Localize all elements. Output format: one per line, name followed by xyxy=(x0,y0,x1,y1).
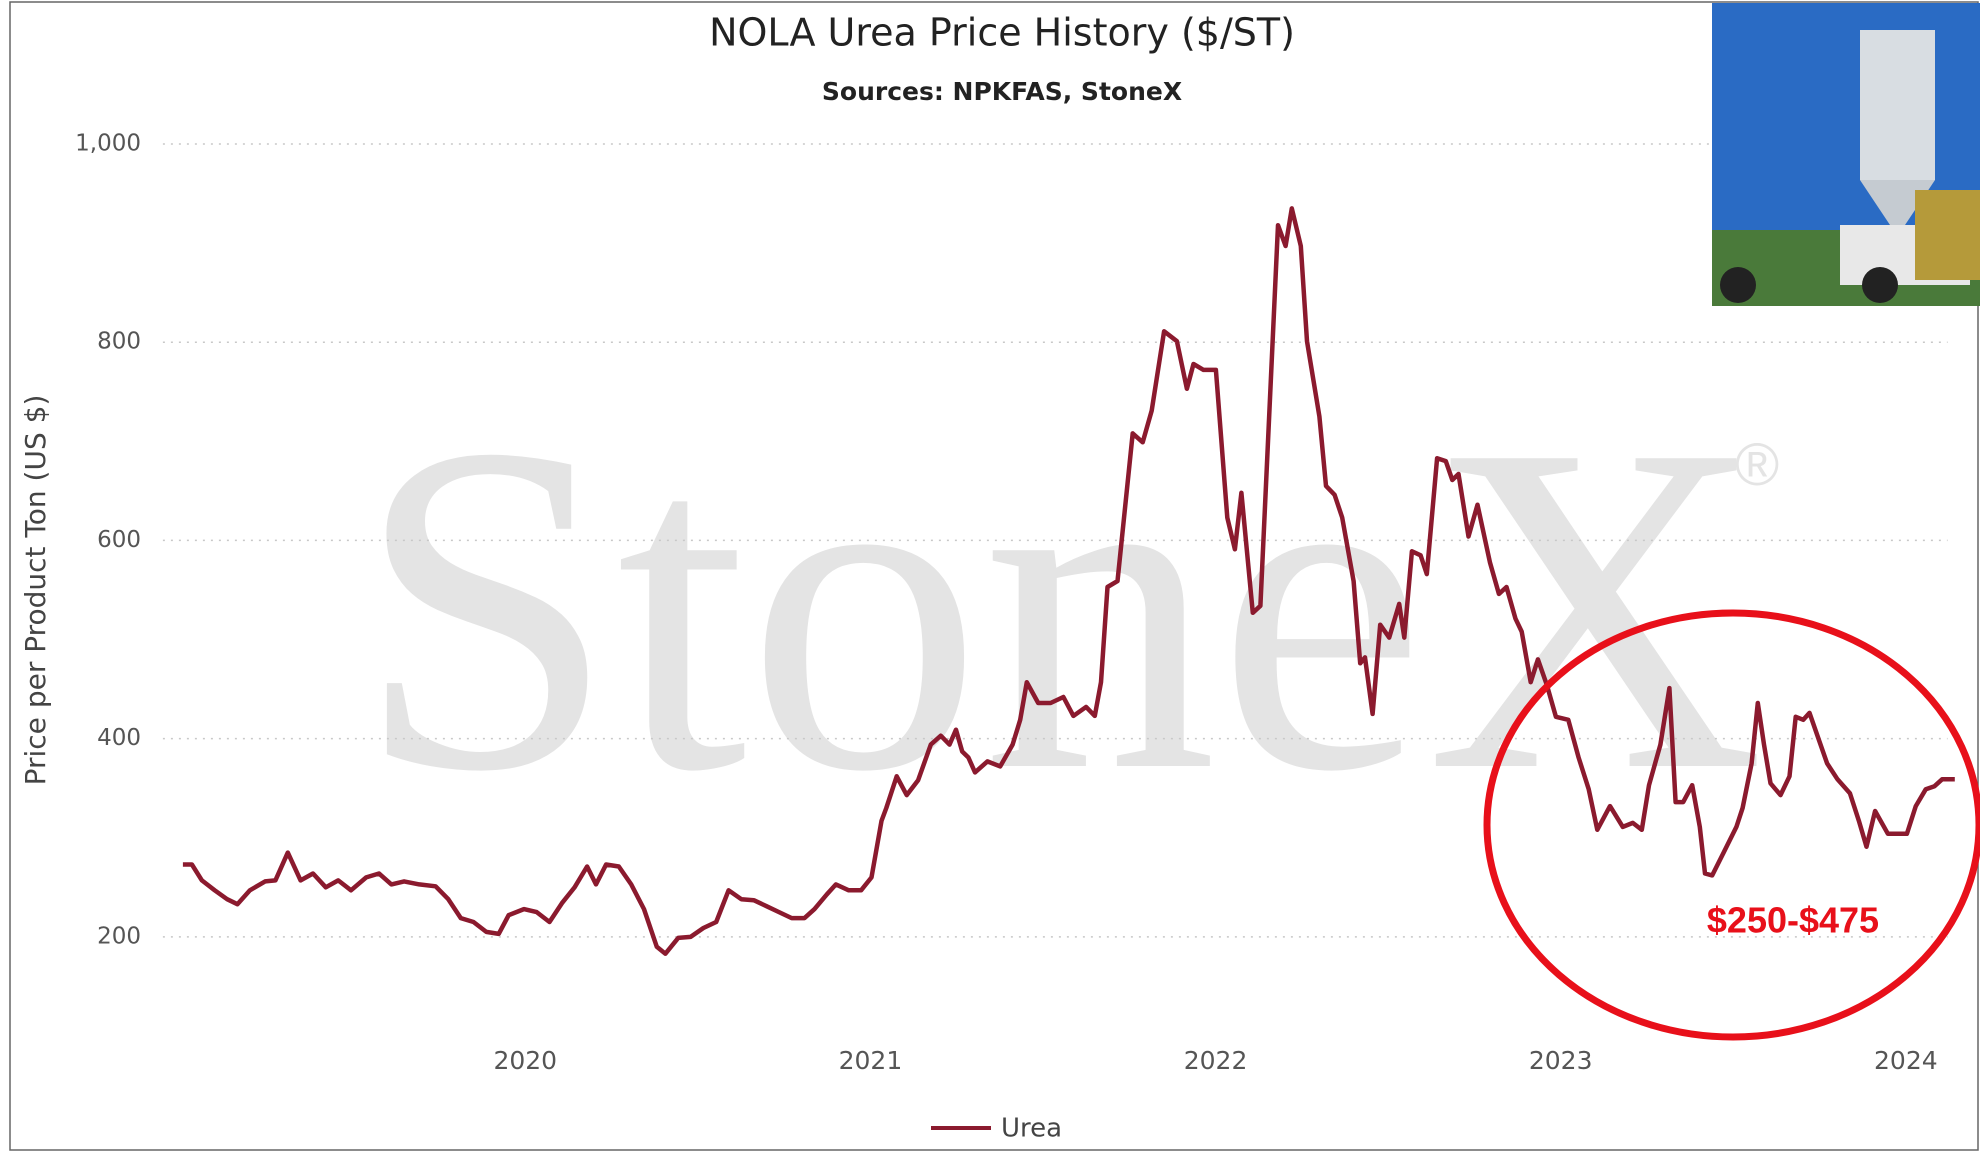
watermark: StoneX xyxy=(355,347,1765,868)
x-tick-label: 2023 xyxy=(1529,1046,1593,1075)
watermark-symbol: ® xyxy=(1735,431,1779,498)
y-tick-label: 800 xyxy=(97,329,141,355)
x-tick-label: 2020 xyxy=(493,1046,557,1075)
photo-spreader xyxy=(1915,190,1980,280)
photo-wheel xyxy=(1720,267,1756,303)
photo-silo xyxy=(1860,30,1935,180)
chart-title: NOLA Urea Price History ($/ST) xyxy=(709,11,1295,55)
photo-wheel xyxy=(1862,267,1898,303)
chart-subtitle: Sources: NPKFAS, StoneX xyxy=(822,77,1182,106)
x-tick-label: 2022 xyxy=(1184,1046,1248,1075)
watermark-group: StoneX ® xyxy=(355,347,1779,868)
photo xyxy=(1712,3,1980,306)
y-tick-label: 1,000 xyxy=(75,130,141,156)
page: {"chart_data": { "type": "line", "title"… xyxy=(0,0,1980,1152)
y-axis-label: Price per Product Ton (US $) xyxy=(19,395,52,786)
legend-label: Urea xyxy=(1001,1114,1062,1144)
x-tick-label: 2021 xyxy=(839,1046,903,1075)
y-tick-label: 200 xyxy=(97,923,141,949)
x-tick-label: 2024 xyxy=(1874,1046,1938,1075)
annotation: $250-$475 xyxy=(1707,900,1879,941)
chart: StoneX ® 200 400 600 800 1,000 2020 2021 2022 20… xyxy=(0,0,1980,1152)
y-tick-label: 400 xyxy=(97,725,141,751)
y-tick-label: 600 xyxy=(97,527,141,553)
